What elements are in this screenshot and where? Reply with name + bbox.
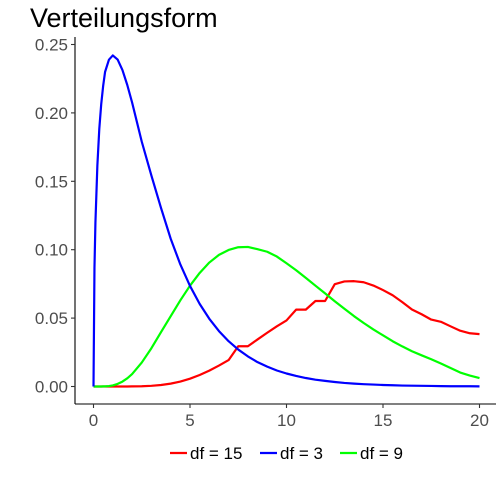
series-lines [92, 54, 480, 388]
y-tick-label: 0.15 [35, 172, 68, 191]
legend-label-0: df = 15 [190, 444, 242, 463]
x-tick-label: 10 [277, 411, 296, 430]
chart-title: Verteilungsform [30, 3, 218, 33]
y-tick-label: 0.05 [35, 309, 68, 328]
legend-label-2: df = 9 [360, 444, 403, 463]
y-axis: 0.00 0.05 0.10 0.15 0.20 0.25 [35, 36, 75, 397]
x-axis: 0 5 10 15 20 [89, 404, 489, 430]
x-tick-label: 20 [470, 411, 489, 430]
series-line-2 [93, 245, 480, 388]
x-tick-label: 0 [89, 411, 98, 430]
y-tick-label: 0.10 [35, 241, 68, 260]
x-tick-label: 15 [374, 411, 393, 430]
y-tick-label: 0.00 [35, 378, 68, 397]
plot-area [74, 37, 496, 405]
series-line-1 [92, 54, 480, 388]
series-line-0 [93, 280, 480, 388]
x-tick-label: 5 [185, 411, 194, 430]
legend: df = 15 df = 3 df = 9 [170, 444, 403, 463]
y-tick-label: 0.20 [35, 104, 68, 123]
legend-label-1: df = 3 [280, 444, 323, 463]
y-tick-label: 0.25 [35, 36, 68, 55]
